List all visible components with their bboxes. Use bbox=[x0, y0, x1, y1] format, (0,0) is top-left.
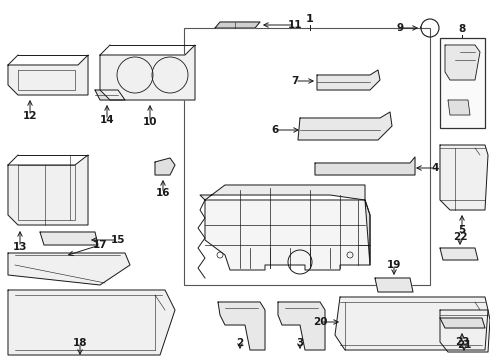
Text: 16: 16 bbox=[156, 188, 170, 198]
Polygon shape bbox=[100, 45, 195, 100]
Polygon shape bbox=[95, 90, 125, 100]
Text: 13: 13 bbox=[13, 242, 27, 252]
Polygon shape bbox=[440, 248, 478, 260]
Text: 9: 9 bbox=[396, 23, 404, 33]
Polygon shape bbox=[215, 22, 260, 28]
Text: 14: 14 bbox=[99, 115, 114, 125]
Text: •: • bbox=[418, 26, 422, 31]
Text: 11: 11 bbox=[288, 20, 302, 30]
Text: 23: 23 bbox=[455, 337, 469, 347]
Polygon shape bbox=[375, 278, 413, 292]
Polygon shape bbox=[445, 45, 480, 80]
Polygon shape bbox=[8, 55, 88, 95]
Text: 20: 20 bbox=[313, 317, 327, 327]
Bar bbox=[184, 28, 430, 285]
Polygon shape bbox=[315, 157, 415, 175]
Text: 8: 8 bbox=[458, 24, 466, 34]
Text: 12: 12 bbox=[23, 111, 37, 121]
Polygon shape bbox=[205, 200, 370, 270]
Text: 5: 5 bbox=[458, 225, 466, 235]
Polygon shape bbox=[448, 100, 470, 115]
Polygon shape bbox=[278, 302, 325, 350]
Text: 6: 6 bbox=[271, 125, 279, 135]
Polygon shape bbox=[335, 297, 488, 350]
Text: 18: 18 bbox=[73, 338, 87, 348]
Polygon shape bbox=[218, 302, 265, 350]
Text: 21: 21 bbox=[457, 340, 471, 350]
Polygon shape bbox=[8, 155, 88, 225]
Polygon shape bbox=[200, 185, 365, 200]
Text: 10: 10 bbox=[143, 117, 157, 127]
Polygon shape bbox=[365, 200, 370, 265]
Polygon shape bbox=[440, 310, 490, 352]
Text: 17: 17 bbox=[93, 240, 107, 250]
Bar bbox=[440, 38, 485, 128]
Polygon shape bbox=[40, 232, 98, 245]
Text: 2: 2 bbox=[236, 338, 244, 348]
Polygon shape bbox=[440, 145, 488, 210]
Text: 22: 22 bbox=[453, 232, 467, 242]
Text: 4: 4 bbox=[431, 163, 439, 173]
Polygon shape bbox=[317, 70, 380, 90]
Text: 7: 7 bbox=[292, 76, 299, 86]
Text: 19: 19 bbox=[387, 260, 401, 270]
Text: 1: 1 bbox=[306, 14, 314, 24]
Text: 15: 15 bbox=[111, 235, 125, 245]
Polygon shape bbox=[155, 158, 175, 175]
Polygon shape bbox=[8, 253, 130, 285]
Polygon shape bbox=[298, 112, 392, 140]
Polygon shape bbox=[8, 290, 175, 355]
Text: 3: 3 bbox=[296, 338, 304, 348]
Polygon shape bbox=[440, 318, 485, 328]
